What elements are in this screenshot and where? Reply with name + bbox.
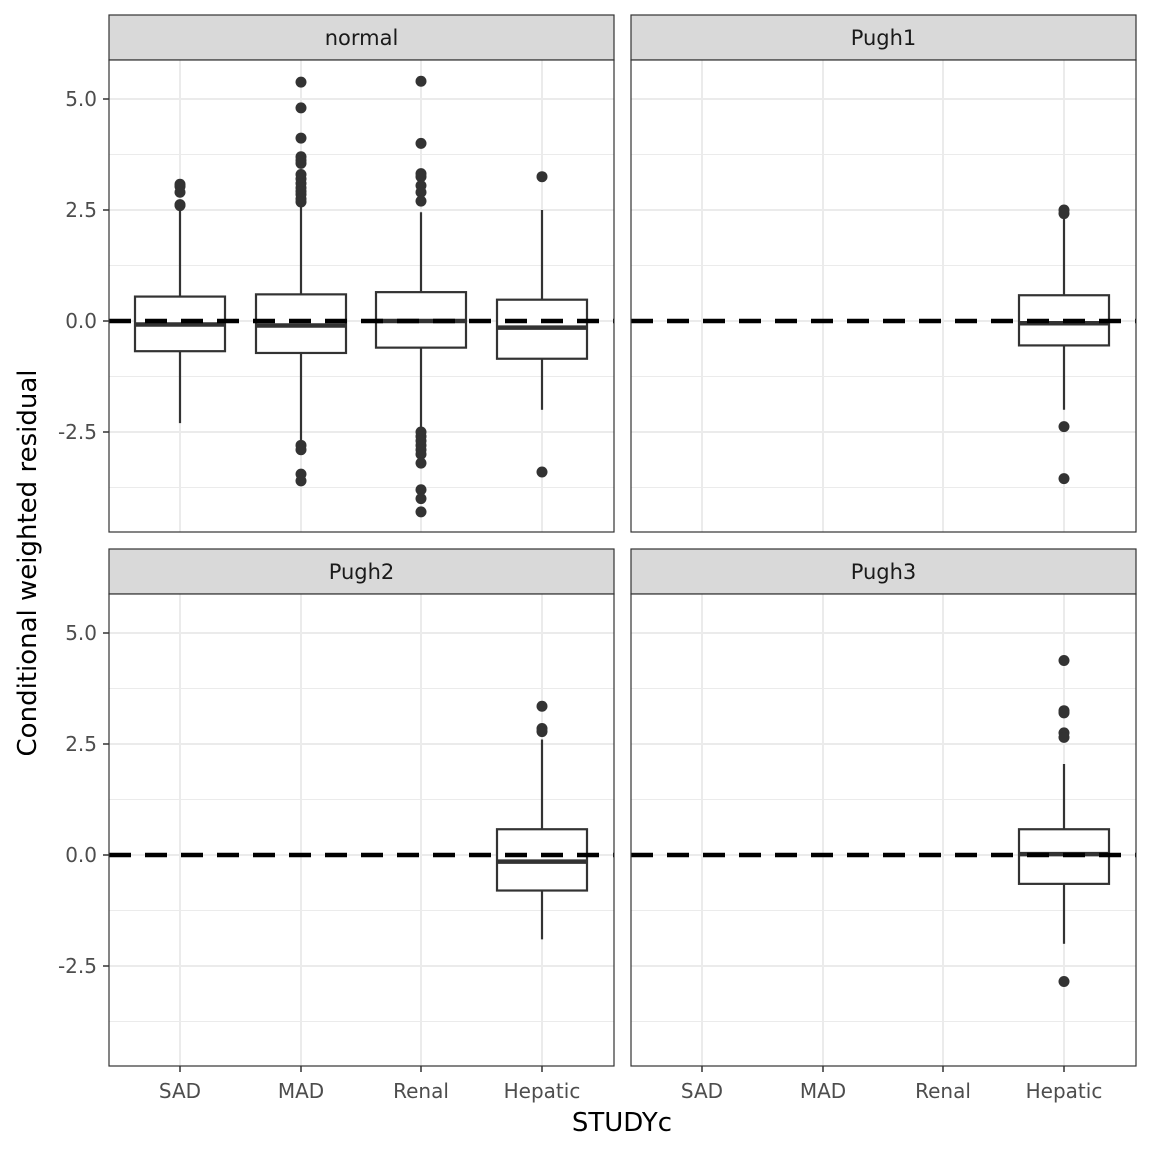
outlier-point <box>1058 976 1070 988</box>
y-tick-label: 2.5 <box>65 732 97 756</box>
outlier-point <box>415 484 427 496</box>
outlier-point <box>415 457 427 469</box>
x-tick-label: MAD <box>278 1079 324 1103</box>
outlier-point <box>536 466 548 478</box>
facet-strip-label: Pugh2 <box>329 560 395 584</box>
facet-strip-label: Pugh3 <box>851 560 917 584</box>
outlier-point <box>536 171 548 183</box>
facet-panel-normal: normal <box>108 14 615 533</box>
y-tick-label: 0.0 <box>65 309 97 333</box>
facet-panels: normal Pugh1 Pugh2 Pugh3 <box>108 14 1137 1067</box>
outlier-point <box>295 102 307 114</box>
y-tick-label: 0.0 <box>65 843 97 867</box>
x-tick-label: Hepatic <box>1026 1079 1103 1103</box>
box-hepatic <box>495 700 589 940</box>
y-axis-title: Conditional weighted residual <box>13 370 43 757</box>
x-tick-label: Renal <box>915 1079 971 1103</box>
panel-border <box>108 593 615 1067</box>
y-tick-label: 5.0 <box>65 621 97 645</box>
facet-panel-pugh1: Pugh1 <box>630 14 1137 533</box>
y-tick-label: -2.5 <box>58 954 97 978</box>
outlier-point <box>536 700 548 712</box>
outlier-point <box>295 444 307 456</box>
outlier-point <box>415 137 427 149</box>
y-tick-label: 5.0 <box>65 87 97 111</box>
facet-strip <box>108 14 615 61</box>
outlier-point <box>1058 421 1070 433</box>
facet-strip-label: Pugh1 <box>851 26 917 50</box>
box-sad <box>133 178 227 424</box>
facet-strip <box>630 548 1137 595</box>
panel-border <box>630 59 1137 533</box>
x-tick-label: SAD <box>159 1079 201 1103</box>
outlier-point <box>415 195 427 207</box>
x-tick-label: SAD <box>681 1079 723 1103</box>
x-axis-ticks: SAD MAD Renal Hepatic SAD MAD Renal Hepatic <box>159 1066 1102 1103</box>
facet-strip-label: normal <box>325 26 399 50</box>
x-axis-title: STUDYc <box>572 1108 672 1138</box>
box-mad <box>254 76 348 487</box>
x-tick-label: MAD <box>800 1079 846 1103</box>
outlier-point <box>295 475 307 487</box>
outlier-point <box>295 196 307 208</box>
outlier-point <box>295 76 307 88</box>
outlier-point <box>415 75 427 87</box>
facet-panel-pugh3: Pugh3 <box>630 548 1137 1067</box>
outlier-point <box>415 493 427 505</box>
outlier-point <box>174 200 186 212</box>
outlier-point <box>1058 208 1070 220</box>
outlier-point <box>415 448 427 460</box>
y-tick-label: -2.5 <box>58 420 97 444</box>
outlier-point <box>295 132 307 144</box>
outlier-point <box>1058 707 1070 719</box>
y-axis-ticks: -2.5 0.0 2.5 5.0 -2.5 0.0 2.5 5.0 <box>58 87 109 978</box>
facet-strip <box>108 548 615 595</box>
outlier-point <box>415 506 427 518</box>
facet-strip <box>630 14 1137 61</box>
outlier-point <box>415 171 427 183</box>
outlier-point <box>1058 655 1070 667</box>
outlier-point <box>1058 731 1070 743</box>
panel-border <box>108 59 615 533</box>
outlier-point <box>174 186 186 198</box>
outlier-point <box>1058 473 1070 485</box>
outlier-point <box>295 157 307 169</box>
outlier-point <box>415 186 427 198</box>
x-tick-label: Renal <box>393 1079 449 1103</box>
outlier-point <box>536 726 548 738</box>
x-tick-label: Hepatic <box>504 1079 581 1103</box>
panel-border <box>630 593 1137 1067</box>
y-tick-label: 2.5 <box>65 198 97 222</box>
box-hepatic <box>495 171 589 478</box>
facet-panel-pugh2: Pugh2 <box>108 548 615 1067</box>
